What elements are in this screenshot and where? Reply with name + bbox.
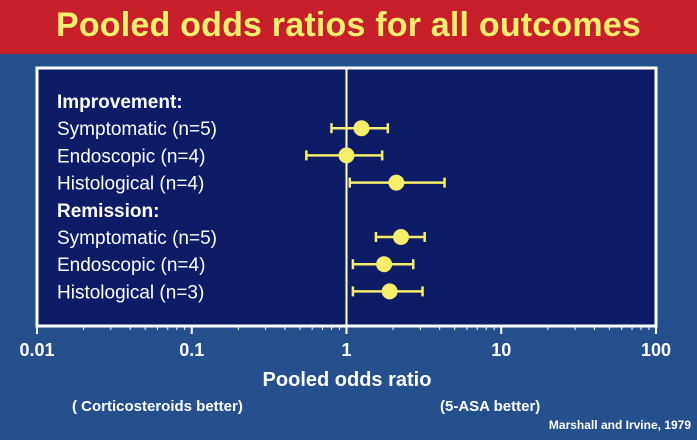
five-asa-better-note: (5-ASA better) bbox=[440, 398, 541, 415]
row-label: Symptomatic (n=5) bbox=[57, 228, 217, 249]
odds-ratio-point bbox=[353, 120, 370, 137]
x-axis-ticks: 0.01 0.1 1 10 100 bbox=[19, 326, 671, 360]
odds-ratio-point bbox=[393, 229, 410, 245]
corticosteroids-better-note: ( Corticosteroids better) bbox=[72, 398, 243, 415]
x-axis-label: Pooled odds ratio bbox=[263, 369, 432, 391]
x-tick-label: 1 bbox=[341, 340, 351, 360]
row-label: Histological (n=4) bbox=[57, 174, 204, 195]
x-tick-label: 10 bbox=[491, 340, 511, 360]
group-heading: Improvement: bbox=[57, 92, 183, 113]
chart-title: Pooled odds ratios for all outcomes bbox=[55, 6, 642, 44]
odds-ratio-point bbox=[381, 283, 398, 300]
row-label: Endoscopic (n=4) bbox=[57, 146, 205, 167]
x-tick-label: 0.01 bbox=[19, 340, 54, 360]
forest-rows: Improvement: Symptomatic (n=5) Endoscopic … bbox=[57, 92, 446, 303]
row-label: Symptomatic (n=5) bbox=[57, 119, 217, 140]
odds-ratio-point bbox=[376, 256, 393, 273]
x-tick-label: 0.1 bbox=[179, 340, 204, 360]
x-tick-label: 100 bbox=[641, 340, 671, 360]
row-label: Histological (n=3) bbox=[57, 282, 204, 303]
odds-ratio-point bbox=[388, 174, 405, 191]
row-label: Endoscopic (n=4) bbox=[57, 255, 205, 276]
source-citation: Marshall and Irvine, 1979 bbox=[548, 418, 691, 432]
title-bar bbox=[0, 0, 697, 54]
odds-ratio-point bbox=[338, 147, 355, 164]
group-heading: Remission: bbox=[57, 201, 159, 222]
